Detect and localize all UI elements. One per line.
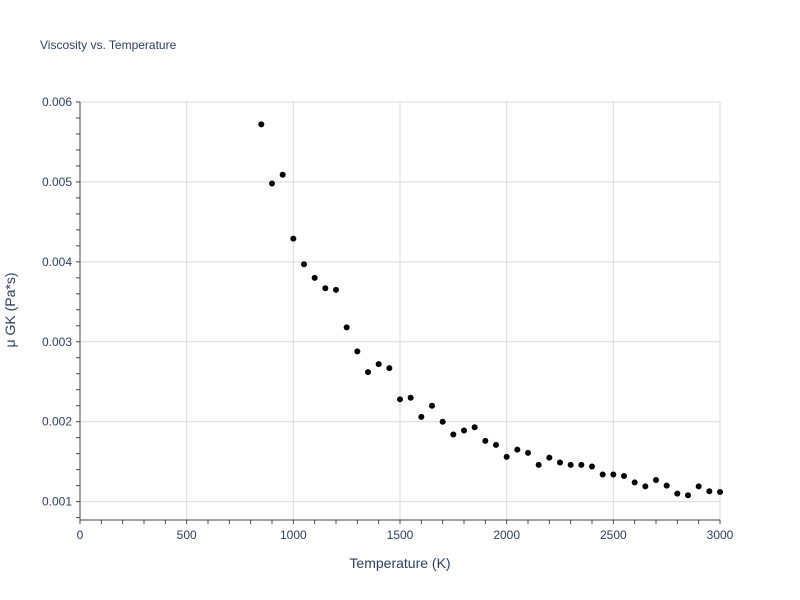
- x-tick-label: 2000: [493, 528, 520, 542]
- data-point: [333, 286, 339, 293]
- y-tick-label: 0.004: [42, 255, 72, 269]
- y-tick-label: 0.001: [42, 495, 72, 509]
- data-point: [365, 369, 371, 376]
- data-point: [589, 463, 595, 470]
- data-point: [397, 396, 403, 403]
- data-point: [631, 479, 638, 486]
- data-point: [557, 459, 563, 466]
- y-tick-label: 0.002: [42, 415, 72, 429]
- x-tick-label: 1500: [387, 528, 414, 542]
- x-tick-label: 0: [77, 528, 84, 542]
- data-point: [525, 449, 531, 456]
- data-point: [322, 285, 329, 292]
- data-point: [439, 418, 446, 425]
- data-point: [375, 361, 382, 368]
- data-point: [663, 482, 670, 489]
- data-point: [706, 488, 713, 495]
- data-points: [258, 121, 723, 499]
- data-point: [621, 473, 627, 480]
- data-point: [599, 471, 606, 478]
- data-point: [354, 348, 361, 355]
- data-point: [546, 454, 553, 461]
- x-tick-label: 1000: [280, 528, 307, 542]
- data-point: [279, 171, 286, 178]
- axes: [76, 101, 721, 524]
- data-point: [482, 437, 489, 444]
- x-axis-title: Temperature (K): [349, 555, 450, 571]
- data-point: [535, 461, 542, 468]
- grid-lines: [80, 101, 721, 520]
- data-point: [514, 446, 521, 453]
- data-point: [461, 427, 467, 434]
- data-point: [653, 477, 659, 484]
- chart-title: Viscosity vs. Temperature: [40, 38, 177, 52]
- data-point: [450, 431, 457, 438]
- data-point: [290, 235, 297, 242]
- data-point: [407, 394, 414, 401]
- data-point: [418, 413, 425, 420]
- y-tick-label: 0.005: [42, 175, 72, 189]
- data-point: [311, 274, 318, 281]
- data-point: [685, 492, 691, 499]
- y-tick-label: 0.003: [42, 335, 72, 349]
- data-point: [343, 324, 350, 331]
- data-point: [471, 424, 478, 431]
- data-point: [717, 489, 723, 496]
- data-point: [258, 121, 265, 128]
- data-point: [429, 402, 435, 409]
- x-tick-label: 500: [177, 528, 197, 542]
- data-point: [695, 483, 702, 490]
- data-point: [301, 261, 307, 268]
- tick-labels: 0 500 1000 1500 2000 2500 3000 0.001 0.002 0.003 0…: [42, 95, 734, 542]
- data-point: [493, 441, 499, 448]
- y-tick-label: 0.006: [42, 95, 72, 109]
- data-point: [567, 461, 574, 468]
- data-point: [386, 365, 393, 372]
- data-point: [642, 483, 649, 490]
- data-point: [503, 453, 510, 460]
- x-tick-label: 3000: [707, 528, 734, 542]
- data-point: [578, 461, 585, 468]
- x-tick-label: 2500: [600, 528, 627, 542]
- data-point: [674, 490, 681, 497]
- data-point: [610, 471, 617, 478]
- y-axis-title: μ GK (Pa*s): [2, 273, 18, 348]
- data-point: [269, 180, 275, 187]
